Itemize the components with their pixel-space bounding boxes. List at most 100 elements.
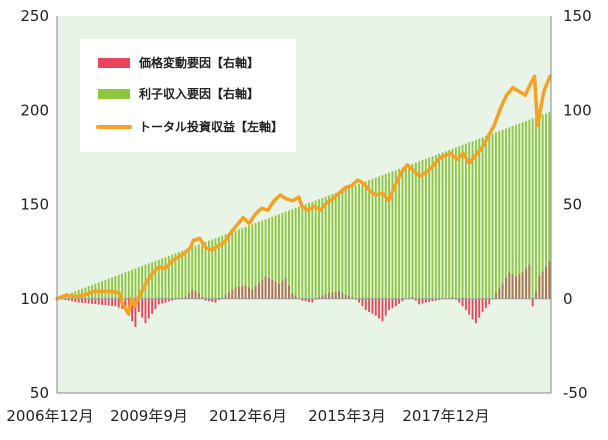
interest-income-bar — [141, 265, 144, 299]
interest-income-bar — [538, 115, 541, 299]
price-change-bar — [301, 298, 304, 301]
price-change-bar — [478, 298, 481, 318]
price-change-bar — [134, 298, 137, 328]
total-return-line — [55, 74, 552, 316]
right-tick-label: 50 — [563, 196, 582, 214]
interest-income-bar — [324, 196, 327, 299]
interest-income-bar — [471, 141, 474, 299]
interest-income-bar — [281, 213, 284, 299]
price-change-bar — [344, 294, 347, 299]
interest-income-bar — [338, 191, 340, 299]
price-change-bar — [91, 298, 93, 304]
price-change-bar — [531, 298, 534, 307]
interest-income-bar — [217, 236, 220, 299]
price-change-bar — [528, 264, 531, 299]
price-change-bar — [84, 298, 87, 304]
right-tick-label: 100 — [563, 101, 592, 119]
price-change-bar — [284, 278, 287, 299]
price-change-bar — [308, 298, 310, 302]
interest-income-bar — [508, 127, 511, 299]
interest-income-bar — [298, 206, 300, 299]
price-change-bar — [338, 291, 340, 299]
interest-income-bar — [458, 146, 461, 299]
price-change-bar — [207, 298, 210, 302]
interest-income-bar — [501, 129, 504, 299]
interest-income-bar — [137, 267, 140, 299]
interest-income-bar — [428, 157, 431, 299]
price-change-bar — [248, 287, 250, 299]
legend: 価格変動要因【右軸】利子収入要因【右軸】トータル投資収益【左軸】 — [80, 39, 296, 152]
interest-income-bar — [448, 149, 451, 299]
interest-income-bar — [274, 215, 277, 299]
interest-income-bar — [331, 194, 334, 299]
price-change-bar — [384, 298, 387, 316]
interest-income-bar — [321, 197, 324, 299]
price-change-bar — [144, 298, 147, 324]
interest-income-bar — [515, 124, 517, 299]
price-change-bar — [341, 293, 344, 299]
interest-income-bar — [191, 247, 194, 299]
legend-item-label: 利子収入要因【右軸】 — [139, 86, 259, 101]
interest-income-bar — [237, 229, 240, 299]
price-change-bar — [171, 298, 174, 301]
interest-income-bar — [227, 233, 230, 299]
price-change-bar — [264, 276, 267, 299]
interest-income-bar — [288, 210, 290, 299]
interest-income-bar — [114, 276, 117, 299]
interest-income-bar — [381, 175, 384, 299]
interest-income-bar — [244, 226, 247, 299]
price-change-bar — [535, 291, 537, 299]
interest-income-bar — [284, 211, 287, 299]
interest-income-bar — [174, 253, 177, 299]
interest-income-bars — [57, 112, 551, 299]
price-change-bar — [474, 298, 477, 324]
interest-income-bar — [234, 230, 237, 299]
price-change-bar — [391, 298, 394, 309]
price-change-bar — [398, 298, 401, 304]
interest-income-bar — [314, 200, 317, 299]
interest-income-bar — [181, 250, 184, 299]
interest-income-bar — [424, 158, 427, 299]
price-change-bar — [505, 278, 507, 299]
interest-income-bar — [368, 180, 371, 299]
price-change-bar — [137, 298, 140, 312]
price-change-bar — [151, 298, 154, 314]
price-change-bar — [501, 283, 504, 299]
interest-income-bar — [488, 134, 491, 299]
price-change-bar — [541, 271, 544, 299]
price-change-bar — [481, 298, 484, 312]
interest-income-bar — [378, 176, 381, 299]
price-change-bar — [107, 298, 110, 306]
price-change-bar — [508, 272, 511, 299]
price-change-bar — [271, 279, 274, 299]
price-change-bar — [281, 280, 284, 299]
price-change-bar — [304, 298, 307, 302]
price-change-bar — [104, 298, 107, 306]
interest-income-bar — [318, 199, 320, 299]
left-tick-label: 50 — [30, 384, 49, 402]
interest-income-bar — [518, 123, 521, 299]
interest-income-bar — [264, 219, 267, 299]
interest-income-bar — [391, 171, 394, 299]
interest-income-bar — [117, 274, 120, 299]
price-change-bar — [194, 291, 197, 299]
interest-income-bar — [461, 144, 464, 299]
price-change-bar — [368, 298, 371, 312]
interest-income-bar — [361, 182, 364, 299]
price-change-bar — [461, 298, 464, 307]
price-change-bar — [424, 298, 427, 303]
interest-income-bar — [495, 132, 497, 299]
price-change-bar — [258, 282, 260, 299]
interest-income-bar — [164, 257, 167, 299]
price-change-bar — [468, 298, 471, 315]
interest-income-bar — [127, 271, 130, 299]
price-change-bar — [201, 296, 204, 299]
price-change-bar — [418, 298, 421, 305]
price-change-bar — [87, 298, 90, 304]
interest-income-bar — [301, 205, 304, 299]
interest-income-bar — [251, 224, 254, 299]
price-change-bar — [328, 293, 330, 299]
price-change-bar — [358, 298, 360, 303]
price-change-bar — [401, 298, 404, 302]
